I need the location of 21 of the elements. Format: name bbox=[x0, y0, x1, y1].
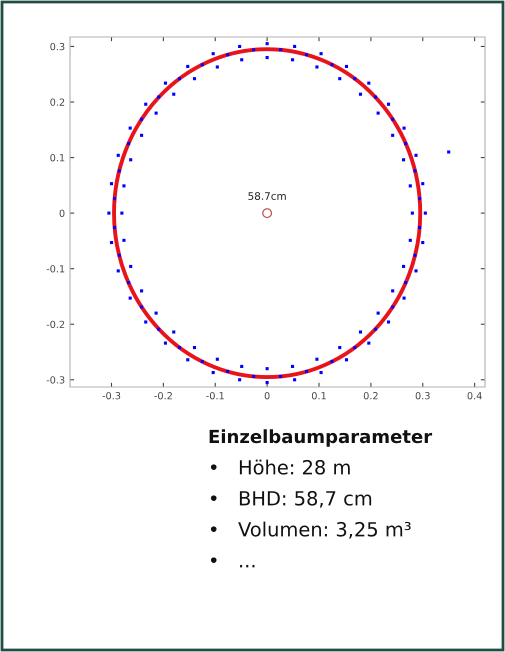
text: Einzelbaumparameter bbox=[210, 429, 432, 447]
annotation: 58.7cm bbox=[248, 192, 286, 200]
x-tick-label: 0 bbox=[264, 392, 270, 400]
text: • Volumen: 3,25 m³ bbox=[210, 522, 411, 539]
text: • Höhe: 28 m bbox=[210, 460, 350, 475]
x-tick-label: 0.3 bbox=[416, 392, 430, 400]
x-tick-label: 0.1 bbox=[312, 392, 326, 400]
y-tick-label: 0.1 bbox=[50, 154, 64, 162]
x-tick-label: -0.2 bbox=[154, 392, 172, 400]
x-tick-label: 0.2 bbox=[364, 392, 378, 400]
y-tick-label: 0 bbox=[60, 210, 64, 217]
x-tick-label: -0.3 bbox=[102, 392, 120, 400]
text: • ... bbox=[210, 557, 254, 568]
text: • BHD: 58,7 cm bbox=[210, 490, 372, 508]
x-tick-label: 0.4 bbox=[468, 392, 482, 400]
y-tick-label: -0.1 bbox=[46, 265, 64, 272]
x-tick-label: -0.1 bbox=[206, 392, 224, 400]
y-tick-label: 0.3 bbox=[50, 42, 64, 50]
y-tick-label: -0.3 bbox=[46, 376, 64, 384]
y-tick-label: 0.2 bbox=[50, 98, 64, 106]
y-tick-label: -0.2 bbox=[46, 320, 64, 328]
